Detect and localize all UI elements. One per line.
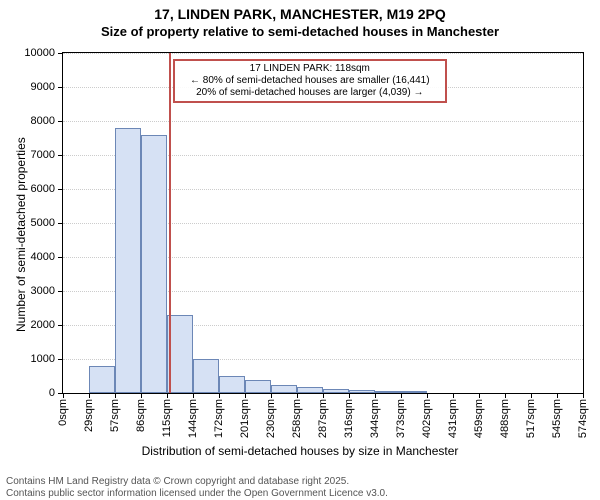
property-marker-line bbox=[169, 53, 171, 393]
x-tick bbox=[141, 393, 142, 398]
histogram-bar bbox=[245, 380, 271, 393]
histogram-bar bbox=[89, 366, 115, 393]
x-tick-label: 316sqm bbox=[343, 399, 355, 438]
x-tick-label: 29sqm bbox=[83, 399, 95, 432]
histogram-bar bbox=[401, 391, 427, 393]
plot-area: 0100020003000400050006000700080009000100… bbox=[62, 52, 584, 394]
x-tick bbox=[115, 393, 116, 398]
annotation-line-1: 17 LINDEN PARK: 118sqm bbox=[179, 63, 441, 75]
x-tick bbox=[531, 393, 532, 398]
x-tick-label: 86sqm bbox=[135, 399, 147, 432]
y-tick bbox=[58, 121, 63, 122]
histogram-bar bbox=[297, 387, 323, 393]
x-tick-label: 57sqm bbox=[109, 399, 121, 432]
x-tick-label: 172sqm bbox=[213, 399, 225, 438]
x-tick bbox=[505, 393, 506, 398]
y-tick-label: 8000 bbox=[31, 115, 55, 127]
x-tick bbox=[297, 393, 298, 398]
y-tick bbox=[58, 189, 63, 190]
y-axis-label: Number of semi-detached properties bbox=[14, 137, 28, 332]
annotation-line-2: ← 80% of semi-detached houses are smalle… bbox=[179, 75, 441, 87]
x-tick bbox=[245, 393, 246, 398]
x-tick bbox=[349, 393, 350, 398]
x-tick-label: 344sqm bbox=[369, 399, 381, 438]
x-tick bbox=[453, 393, 454, 398]
histogram-bar bbox=[141, 135, 167, 393]
footer-line-2: Contains public sector information licen… bbox=[6, 488, 388, 500]
x-tick-label: 201sqm bbox=[239, 399, 251, 438]
x-tick bbox=[583, 393, 584, 398]
x-tick bbox=[479, 393, 480, 398]
histogram-bar bbox=[193, 359, 219, 393]
y-tick bbox=[58, 87, 63, 88]
histogram-bar bbox=[219, 376, 245, 393]
x-tick bbox=[167, 393, 168, 398]
x-tick-label: 431sqm bbox=[447, 399, 459, 438]
x-tick-label: 230sqm bbox=[265, 399, 277, 438]
x-tick bbox=[401, 393, 402, 398]
y-tick-label: 6000 bbox=[31, 183, 55, 195]
x-tick bbox=[63, 393, 64, 398]
y-tick bbox=[58, 155, 63, 156]
x-tick bbox=[219, 393, 220, 398]
x-tick bbox=[193, 393, 194, 398]
x-tick bbox=[557, 393, 558, 398]
x-tick bbox=[323, 393, 324, 398]
x-tick-label: 517sqm bbox=[525, 399, 537, 438]
histogram-bar bbox=[167, 315, 193, 393]
annotation-box: 17 LINDEN PARK: 118sqm← 80% of semi-deta… bbox=[173, 59, 447, 103]
x-tick bbox=[271, 393, 272, 398]
x-tick-label: 144sqm bbox=[187, 399, 199, 438]
y-tick bbox=[58, 359, 63, 360]
x-tick bbox=[427, 393, 428, 398]
x-tick-label: 115sqm bbox=[161, 399, 173, 437]
annotation-line-3: 20% of semi-detached houses are larger (… bbox=[179, 87, 441, 99]
x-tick-label: 287sqm bbox=[317, 399, 329, 438]
y-tick-label: 4000 bbox=[31, 251, 55, 263]
chart-title: 17, LINDEN PARK, MANCHESTER, M19 2PQ bbox=[0, 6, 600, 22]
y-tick bbox=[58, 257, 63, 258]
histogram-bar bbox=[375, 391, 401, 393]
y-tick-label: 0 bbox=[49, 387, 55, 399]
y-tick-label: 10000 bbox=[24, 47, 55, 59]
x-tick bbox=[89, 393, 90, 398]
x-tick-label: 545sqm bbox=[551, 399, 563, 438]
y-tick-label: 1000 bbox=[31, 353, 55, 365]
footer-attribution: Contains HM Land Registry data © Crown c… bbox=[0, 476, 388, 500]
y-tick bbox=[58, 53, 63, 54]
x-tick-label: 373sqm bbox=[395, 399, 407, 438]
y-tick bbox=[58, 291, 63, 292]
gridline bbox=[63, 53, 583, 54]
histogram-bar bbox=[271, 385, 297, 394]
x-tick-label: 258sqm bbox=[291, 399, 303, 438]
footer-line-1: Contains HM Land Registry data © Crown c… bbox=[6, 476, 388, 488]
y-tick-label: 7000 bbox=[31, 149, 55, 161]
chart-root: { "title": { "line1": "17, LINDEN PARK, … bbox=[0, 0, 600, 500]
x-tick-label: 0sqm bbox=[57, 399, 69, 426]
gridline bbox=[63, 121, 583, 122]
histogram-bar bbox=[349, 390, 375, 393]
x-tick bbox=[375, 393, 376, 398]
y-tick-label: 2000 bbox=[31, 319, 55, 331]
y-tick-label: 5000 bbox=[31, 217, 55, 229]
y-tick bbox=[58, 325, 63, 326]
y-tick-label: 3000 bbox=[31, 285, 55, 297]
histogram-bar bbox=[115, 128, 141, 393]
x-tick-label: 488sqm bbox=[499, 399, 511, 438]
histogram-bar bbox=[323, 389, 349, 393]
y-tick bbox=[58, 223, 63, 224]
x-tick-label: 574sqm bbox=[577, 399, 589, 438]
chart-subtitle: Size of property relative to semi-detach… bbox=[0, 24, 600, 39]
x-tick-label: 459sqm bbox=[473, 399, 485, 438]
y-tick-label: 9000 bbox=[31, 81, 55, 93]
x-axis-label: Distribution of semi-detached houses by … bbox=[0, 444, 600, 458]
x-tick-label: 402sqm bbox=[421, 399, 433, 438]
